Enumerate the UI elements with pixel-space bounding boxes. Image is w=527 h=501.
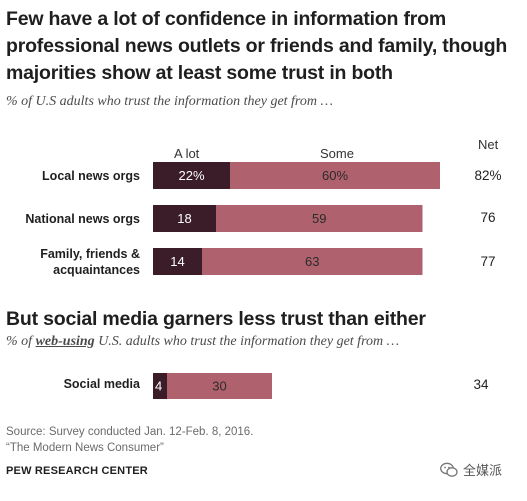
main-bar-some-2 xyxy=(202,248,423,275)
source-note: Source: Survey conducted Jan. 12-Feb. 8,… xyxy=(6,424,253,456)
source-line: “The Modern News Consumer” xyxy=(6,442,164,454)
main-bar-some-0 xyxy=(230,162,440,189)
social-bar-a-lot-0 xyxy=(153,373,167,399)
main-bar-some-1 xyxy=(216,205,423,232)
net-value-national: 76 xyxy=(480,210,496,225)
net-value-social: 34 xyxy=(473,377,489,392)
main-bar-a-lot-1 xyxy=(153,205,216,232)
row-label-line: acquaintances xyxy=(53,263,140,277)
footer-brand: PEW RESEARCH CENTER xyxy=(6,465,148,477)
social-label-a-lot-0: 4 xyxy=(155,379,162,394)
watermark: 全媒派 xyxy=(440,460,502,479)
row-label-line: Family, friends & xyxy=(40,247,140,261)
row-label-social: Social media xyxy=(0,376,140,392)
social-label-some-0: 30 xyxy=(212,379,226,394)
social-bar-some-0 xyxy=(167,373,272,399)
legend-some: Some xyxy=(320,146,354,161)
main-label-a-lot-0: 22% xyxy=(178,168,204,183)
section2-title: But social media garners less trust than… xyxy=(6,308,426,330)
wechat-icon xyxy=(440,462,458,477)
net-value-local: 82% xyxy=(474,168,502,183)
source-line: Source: Survey conducted Jan. 12-Feb. 8,… xyxy=(6,426,254,438)
chart-subtitle: % of U.S adults who trust the informatio… xyxy=(6,94,333,109)
main-label-some-0: 60% xyxy=(322,168,348,183)
main-label-some-1: 59 xyxy=(312,211,326,226)
section2-subtitle: % of web-using U.S. adults who trust the… xyxy=(6,334,399,350)
legend-net: Net xyxy=(478,137,499,152)
main-bar-a-lot-2 xyxy=(153,248,202,275)
main-label-a-lot-1: 18 xyxy=(177,211,191,226)
section2-subtitle-pre: % of xyxy=(6,334,36,349)
row-label-line: Local news orgs xyxy=(42,169,140,183)
section2-subtitle-post: U.S. adults who trust the information th… xyxy=(94,334,400,349)
chart-title: Few have a lot of confidence in informat… xyxy=(6,8,508,84)
legend-a-lot: A lot xyxy=(174,146,200,161)
watermark-text: 全媒派 xyxy=(463,463,503,478)
trust-chart-social: 4 30 xyxy=(153,373,272,399)
row-label-line: National news orgs xyxy=(25,212,140,226)
row-label-family: Family, friends & acquaintances xyxy=(0,246,140,278)
row-label-national: National news orgs xyxy=(0,211,140,227)
section2-subtitle-em: web-using xyxy=(35,334,95,349)
main-label-some-2: 63 xyxy=(305,254,319,269)
net-value-family: 77 xyxy=(480,254,496,269)
row-label-local: Local news orgs xyxy=(0,168,140,184)
main-bar-a-lot-0 xyxy=(153,162,230,189)
trust-chart-main: 22% 60% 18 59 14 63 xyxy=(153,162,440,275)
main-label-a-lot-2: 14 xyxy=(170,254,184,269)
row-label-line: Social media xyxy=(63,377,140,391)
